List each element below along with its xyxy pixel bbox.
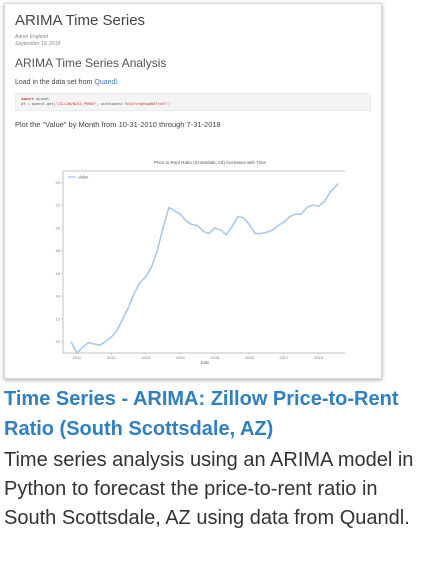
x-axis: 2011 2012 2013 2014 2015 2016 2017 2018 [73,353,324,360]
y-tick-label: 20 [56,225,61,230]
notebook-load-text: Load in the data set from Quandl. [15,78,371,87]
chart-svg: Price to Rent Ratio (Scottsdale, AZ) Inc… [45,158,345,370]
code-text: df = quandl.get( [21,102,56,106]
code-string: '9aTpTvfgkhwmb8TfotV' [123,102,168,106]
code-string: 'ZILLOW/N252_PRRAH' [56,102,97,106]
load-text-prefix: Load in the data set from [15,79,94,86]
y-tick-label: 12 [56,316,61,321]
y-tick-label: 10 [56,339,61,344]
x-tick-label: 2013 [141,355,151,360]
notebook-preview: ARIMA Time Series Aaron England Septembe… [15,12,371,130]
chart-title: Price to Rent Ratio (Scottsdale, AZ) Inc… [154,160,267,165]
y-tick-label: 18 [56,248,61,253]
notebook-section-heading: ARIMA Time Series Analysis [15,56,371,71]
code-line: df = quandl.get('ZILLOW/N252_PRRAH', aut… [21,102,365,107]
code-cell: import quandl df = quandl.get('ZILLOW/N2… [15,93,371,111]
project-caption: Time Series - ARIMA: Zillow Price-to-Ren… [4,384,428,533]
legend-label: Value [78,175,89,180]
x-tick-label: 2017 [279,355,289,360]
series-line-value [71,184,338,353]
code-text: ) [168,102,170,106]
project-description: Time series analysis using an ARIMA mode… [4,446,428,533]
x-tick-label: 2012 [107,355,117,360]
quandl-link[interactable]: Quandl. [94,79,119,86]
y-tick-label: 16 [56,271,61,276]
x-axis-label: Date [201,360,211,365]
line-chart: Price to Rent Ratio (Scottsdale, AZ) Inc… [45,158,345,370]
x-tick-label: 2018 [314,355,324,360]
x-tick-label: 2015 [210,355,220,360]
x-tick-label: 2011 [73,355,82,360]
y-axis: 10 12 14 16 18 20 22 24 [56,180,63,344]
y-tick-label: 14 [56,294,61,299]
y-tick-label: 24 [56,180,61,185]
notebook-plot-text: Plot the "Value" by Month from 10-31-201… [15,120,371,130]
x-tick-label: 2016 [245,355,255,360]
project-title-link[interactable]: Time Series - ARIMA: Zillow Price-to-Ren… [4,384,428,444]
plot-frame [63,171,345,353]
project-thumbnail[interactable]: ARIMA Time Series Aaron England Septembe… [4,3,382,379]
code-keyword: import [21,97,34,101]
notebook-author: Aaron England [15,34,371,41]
notebook-date: September 19, 2018 [15,41,371,48]
code-text: quandl [34,97,49,101]
y-tick-label: 22 [56,203,61,208]
x-tick-label: 2014 [176,355,186,360]
code-text: , authtoken= [97,102,123,106]
notebook-title: ARIMA Time Series [15,12,371,30]
